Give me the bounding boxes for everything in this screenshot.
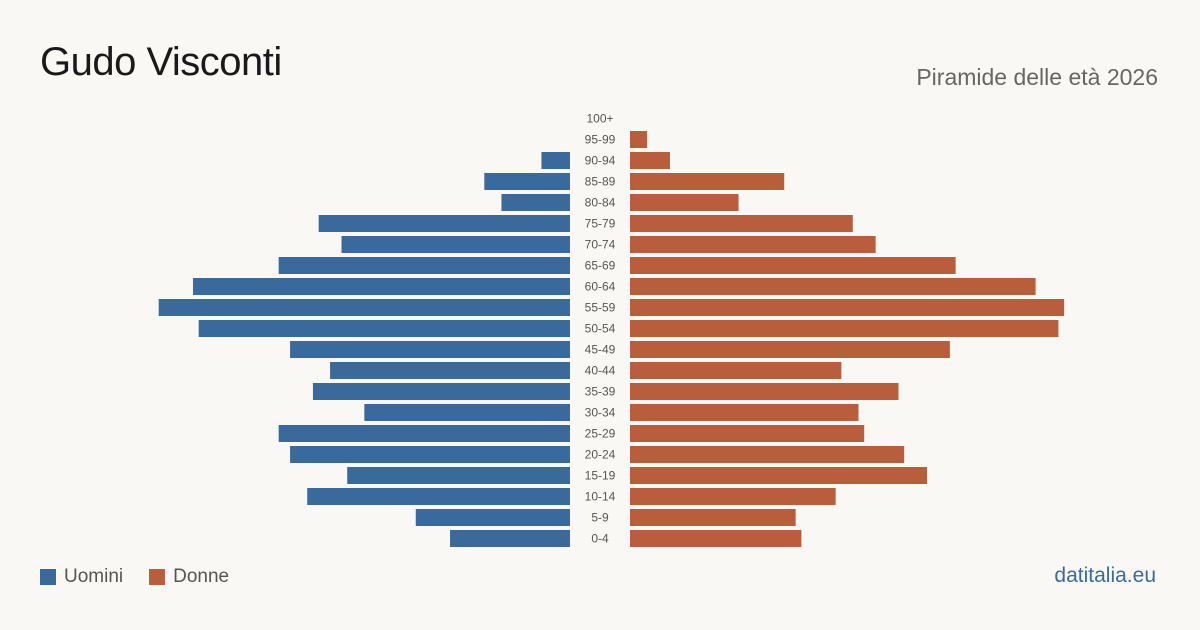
age-group-label: 85-89 xyxy=(585,175,616,189)
age-group-label: 75-79 xyxy=(585,217,616,231)
age-group-label: 100+ xyxy=(586,112,613,126)
legend-swatch-women xyxy=(149,569,166,585)
bar-men-65-69 xyxy=(278,257,570,274)
bar-women-10-14 xyxy=(630,488,836,505)
bar-men-90-94 xyxy=(541,152,570,169)
legend-label-men: Uomini xyxy=(64,566,124,587)
bar-men-40-44 xyxy=(330,362,570,379)
bar-women-80-84 xyxy=(630,194,739,211)
chart-legend: Uomini Donne xyxy=(40,566,255,588)
bar-men-50-54 xyxy=(198,320,570,337)
age-group-label: 20-24 xyxy=(585,448,616,462)
page-title: Gudo Visconti xyxy=(40,40,282,84)
bar-men-15-19 xyxy=(347,467,570,484)
bar-women-20-24 xyxy=(630,446,905,463)
age-group-label: 55-59 xyxy=(585,301,616,315)
legend-label-women: Donne xyxy=(173,566,230,587)
bar-women-60-64 xyxy=(630,278,1036,295)
bar-women-65-69 xyxy=(630,257,956,274)
bar-men-60-64 xyxy=(192,278,570,295)
chart-subtitle: Piramide delle età 2026 xyxy=(916,64,1158,90)
bar-women-90-94 xyxy=(630,152,670,169)
bar-women-5-9 xyxy=(630,509,796,526)
age-group-label: 5-9 xyxy=(591,511,609,525)
bar-women-30-34 xyxy=(630,404,859,421)
bar-men-85-89 xyxy=(484,173,570,190)
bar-women-55-59 xyxy=(630,299,1065,316)
bar-men-75-79 xyxy=(318,215,570,232)
bar-women-85-89 xyxy=(630,173,785,190)
bar-men-0-4 xyxy=(450,530,570,547)
age-group-label: 60-64 xyxy=(585,280,616,294)
bar-women-15-19 xyxy=(630,467,928,484)
bar-men-5-9 xyxy=(415,509,570,526)
age-group-label: 40-44 xyxy=(585,364,616,378)
age-group-label: 65-69 xyxy=(585,259,616,273)
age-group-label: 35-39 xyxy=(585,385,616,399)
age-group-label: 10-14 xyxy=(585,490,616,504)
legend-item-men: Uomini xyxy=(40,566,123,588)
bar-men-20-24 xyxy=(290,446,570,463)
age-group-label: 80-84 xyxy=(585,196,616,210)
legend-item-women: Donne xyxy=(149,566,229,588)
bar-women-35-39 xyxy=(630,383,899,400)
bar-men-55-59 xyxy=(158,299,570,316)
bar-men-35-39 xyxy=(312,383,570,400)
bar-men-25-29 xyxy=(278,425,570,442)
age-group-label: 0-4 xyxy=(591,532,609,546)
bar-women-40-44 xyxy=(630,362,842,379)
bar-women-45-49 xyxy=(630,341,950,358)
age-group-label: 15-19 xyxy=(585,469,616,483)
age-group-label: 50-54 xyxy=(585,322,616,336)
age-group-label: 90-94 xyxy=(585,154,616,168)
age-group-label: 95-99 xyxy=(585,133,616,147)
bar-women-70-74 xyxy=(630,236,876,253)
legend-swatch-men xyxy=(40,569,56,585)
age-group-label: 25-29 xyxy=(585,427,616,441)
bar-women-75-79 xyxy=(630,215,853,232)
age-group-label: 30-34 xyxy=(585,406,616,420)
age-group-label: 45-49 xyxy=(585,343,616,357)
bar-men-70-74 xyxy=(341,236,570,253)
bar-women-25-29 xyxy=(630,425,865,442)
age-group-label: 70-74 xyxy=(585,238,616,252)
bar-women-50-54 xyxy=(630,320,1059,337)
bar-men-45-49 xyxy=(290,341,570,358)
brand-link[interactable]: datitalia.eu xyxy=(1054,564,1156,587)
bar-men-80-84 xyxy=(501,194,570,211)
bar-men-30-34 xyxy=(364,404,570,421)
bar-women-95-99 xyxy=(630,131,648,148)
bar-women-0-4 xyxy=(630,530,802,547)
bar-men-10-14 xyxy=(307,488,570,505)
